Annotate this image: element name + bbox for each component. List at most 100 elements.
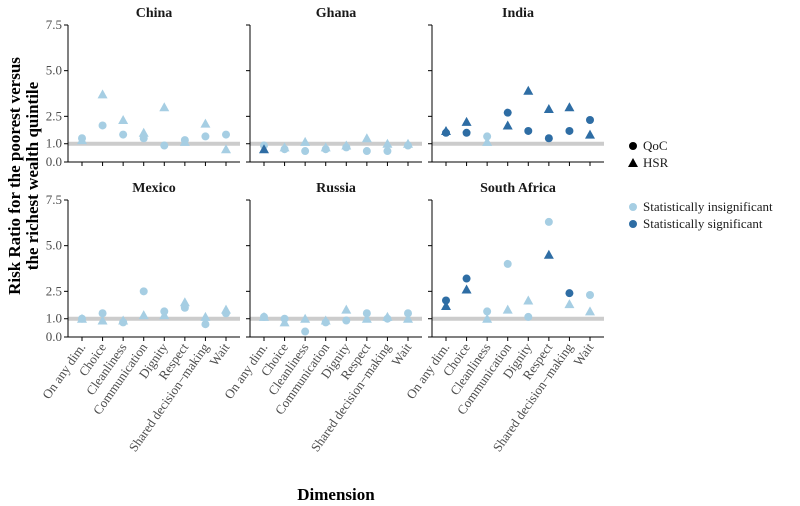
hsr-point: [361, 313, 372, 323]
y-tick-label: 1.0: [46, 311, 62, 326]
hsr-point: [179, 136, 190, 146]
qoc-point: [139, 287, 148, 296]
y-tick-label: 7.5: [46, 17, 62, 32]
legend-label: Statistically significant: [643, 216, 763, 231]
hsr-point: [461, 284, 472, 294]
x-axis-title: Dimension: [297, 485, 375, 504]
qoc-point: [362, 147, 371, 156]
qoc-point: [119, 130, 128, 139]
hsr-point: [502, 120, 513, 130]
hsr-point: [118, 315, 129, 325]
panel-title: South Africa: [480, 181, 556, 196]
panel-title: Mexico: [132, 181, 176, 196]
panel-grid: China 0.0 1.0 2.5 5.0 7.5 Ghana India Mexico 0.0 1…: [39, 6, 604, 454]
qoc-point: [544, 134, 553, 143]
legend-label: Statistically insignificant: [643, 199, 773, 214]
qoc-point: [98, 121, 107, 130]
qoc-point: [565, 289, 574, 298]
qoc-point: [362, 309, 371, 318]
hsr-point: [138, 127, 149, 137]
hsr-point: [564, 102, 575, 112]
hsr-point: [179, 297, 190, 307]
qoc-point: [160, 141, 169, 150]
hsr-point: [221, 144, 231, 154]
y-tick-label: 1.0: [46, 136, 62, 151]
x-tick-label: Wait: [206, 340, 232, 369]
hsr-point: [118, 114, 129, 124]
y-tick-label: 2.5: [46, 108, 62, 123]
y-tick-label: 0.0: [46, 329, 62, 344]
hsr-point: [97, 315, 108, 325]
hsr-point: [200, 118, 211, 128]
hsr-point: [482, 313, 493, 323]
qoc-point: [462, 128, 471, 137]
qoc-point: [524, 312, 533, 321]
hsr-point: [138, 310, 149, 320]
qoc-point: [442, 296, 450, 305]
x-tick-label: Wait: [570, 340, 596, 369]
hsr-point: [320, 315, 331, 325]
qoc-point: [222, 130, 230, 139]
qoc-point: [524, 126, 533, 135]
hsr-point: [259, 311, 269, 321]
y-tick-label: 2.5: [46, 283, 62, 298]
legend-color-swatch: [629, 203, 637, 211]
x-tick-label: Wait: [388, 340, 414, 369]
y-tick-label: 5.0: [46, 63, 62, 78]
y-tick-label: 0.0: [46, 154, 62, 169]
hsr-point: [200, 311, 211, 321]
hsr-point: [441, 300, 451, 310]
hsr-point: [361, 133, 372, 143]
panel-india: India: [428, 6, 604, 166]
hsr-point: [159, 102, 170, 112]
y-tick-label: 5.0: [46, 238, 62, 253]
qoc-point: [404, 309, 412, 318]
qoc-point: [503, 108, 512, 117]
legend-color-swatch: [629, 220, 637, 228]
hsr-point: [564, 299, 575, 309]
hsr-point: [279, 317, 290, 327]
y-axis-title: Risk Ratio for the poorest versus the ri…: [5, 57, 42, 295]
hsr-point: [523, 85, 534, 95]
hsr-point: [279, 142, 290, 152]
hsr-point: [403, 313, 413, 323]
panel-title: India: [502, 6, 534, 21]
panel-title: China: [136, 6, 173, 21]
qoc-point: [301, 147, 310, 156]
hsr-point: [585, 306, 595, 316]
hsr-point: [77, 313, 87, 323]
panel-title: Russia: [316, 181, 356, 196]
hsr-point: [300, 136, 311, 146]
legend: QoC HSR Statistically insignificant Statist…: [628, 138, 773, 231]
panel-china: China 0.0 1.0 2.5 5.0 7.5: [46, 6, 240, 169]
hsr-point: [585, 129, 595, 139]
qoc-point: [462, 274, 471, 283]
legend-circle-icon: [629, 142, 637, 150]
hsr-point: [461, 116, 472, 126]
hsr-point: [382, 138, 393, 148]
qoc-point: [483, 132, 492, 141]
qoc-point: [544, 217, 553, 226]
qoc-point: [383, 147, 392, 156]
hsr-point: [77, 135, 87, 145]
qoc-point: [98, 309, 107, 318]
y-tick-label: 7.5: [46, 192, 62, 207]
y-axis-title-line-1: Risk Ratio for the poorest versus: [5, 57, 24, 295]
qoc-point: [201, 132, 210, 141]
qoc-point: [503, 259, 512, 268]
hsr-point: [300, 313, 311, 323]
hsr-point: [543, 249, 554, 259]
legend-label: QoC: [643, 138, 668, 153]
hsr-point: [403, 138, 413, 148]
hsr-point: [502, 304, 513, 314]
legend-label: HSR: [643, 155, 669, 170]
hsr-point: [97, 89, 108, 99]
hsr-point: [341, 304, 352, 314]
hsr-point: [259, 144, 269, 154]
qoc-point: [301, 327, 310, 336]
qoc-point: [201, 320, 210, 329]
legend-triangle-icon: [628, 158, 638, 167]
